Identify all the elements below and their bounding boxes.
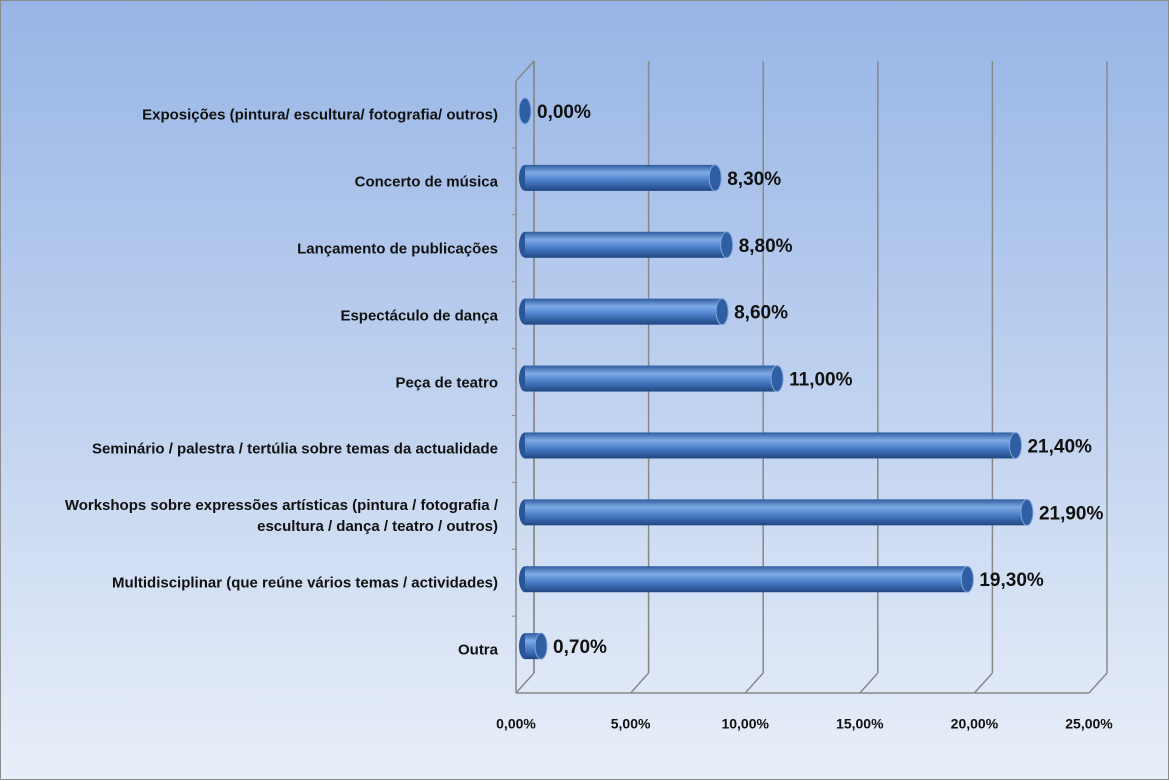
value-label: 8,80% bbox=[739, 236, 793, 257]
value-label: 0,70% bbox=[553, 637, 607, 658]
x-tick-label: 10,00% bbox=[721, 716, 769, 732]
axis-line bbox=[515, 60, 535, 82]
value-label: 19,30% bbox=[979, 570, 1044, 591]
x-tick-label: 25,00% bbox=[1065, 716, 1113, 732]
value-label: 21,90% bbox=[1039, 503, 1104, 524]
x-tick-label: 5,00% bbox=[611, 716, 651, 732]
x-tick-label: 15,00% bbox=[836, 716, 884, 732]
y-tick-label: Multidisciplinar (que reúne vários temas… bbox=[112, 574, 498, 592]
bar-cap bbox=[770, 365, 784, 393]
bar bbox=[525, 164, 716, 191]
bar-cap bbox=[534, 632, 548, 660]
y-tick-label: Outra bbox=[457, 641, 498, 659]
bar bbox=[525, 365, 778, 392]
bar-cap bbox=[1008, 431, 1022, 459]
bar-cap bbox=[708, 164, 722, 192]
grid-line bbox=[744, 672, 764, 694]
value-label: 8,60% bbox=[734, 303, 788, 324]
grid-line bbox=[973, 672, 993, 694]
x-tick-label: 0,00% bbox=[496, 716, 536, 732]
bar bbox=[525, 432, 1016, 459]
y-tick-label: Exposições (pintura/ escultura/ fotograf… bbox=[142, 106, 498, 124]
bar bbox=[525, 231, 727, 258]
grid-line bbox=[630, 672, 650, 694]
y-tick-label: Espectáculo de dança bbox=[340, 307, 498, 325]
bar-cap bbox=[715, 298, 729, 326]
bar-cap bbox=[720, 231, 734, 259]
y-tick-label: Seminário / palestra / tertúlia sobre te… bbox=[92, 440, 498, 458]
bar-cap bbox=[518, 97, 532, 125]
y-tick-label: Lançamento de publicações bbox=[297, 240, 498, 258]
value-label: 0,00% bbox=[537, 102, 591, 123]
y-tick-label: Peça de teatro bbox=[395, 374, 498, 392]
bar bbox=[525, 499, 1027, 526]
grid-line bbox=[859, 672, 879, 694]
value-label: 21,40% bbox=[1027, 436, 1092, 457]
bar-cap bbox=[960, 565, 974, 593]
y-tick-label: Workshops sobre expressões artísticas (p… bbox=[64, 497, 498, 536]
grid-line bbox=[515, 672, 535, 694]
value-label: 8,30% bbox=[727, 169, 781, 190]
x-tick-label: 20,00% bbox=[951, 716, 999, 732]
grid-line bbox=[1088, 672, 1108, 694]
bar-cap bbox=[1020, 498, 1034, 526]
value-label: 11,00% bbox=[789, 370, 852, 391]
bar bbox=[525, 298, 723, 325]
bar bbox=[525, 566, 968, 593]
y-tick-label: Concerto de música bbox=[354, 173, 498, 191]
